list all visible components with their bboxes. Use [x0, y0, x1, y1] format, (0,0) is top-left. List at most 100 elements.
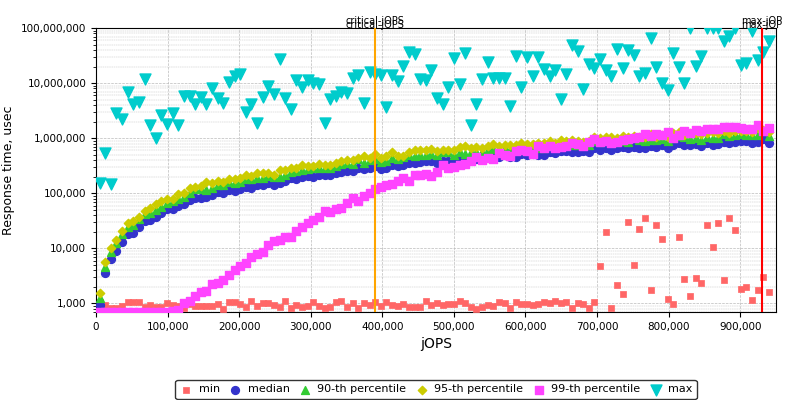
- median: [464, 156, 477, 162]
- 95-th percentile: [482, 143, 494, 150]
- 95-th percentile: [397, 152, 410, 159]
- median: [391, 163, 404, 170]
- 90-th percentile: [358, 160, 370, 166]
- max: [138, 76, 151, 82]
- max: [734, 62, 747, 68]
- 90-th percentile: [650, 136, 662, 143]
- 99-th percentile: [532, 143, 545, 149]
- 95-th percentile: [510, 142, 522, 148]
- 99-th percentile: [284, 233, 297, 240]
- 95-th percentile: [250, 170, 263, 176]
- 99-th percentile: [734, 125, 747, 132]
- median: [290, 175, 303, 182]
- max: [273, 56, 286, 62]
- median: [346, 168, 359, 174]
- 90-th percentile: [302, 166, 314, 172]
- 99-th percentile: [262, 242, 274, 249]
- min: [655, 236, 668, 242]
- 95-th percentile: [684, 130, 697, 136]
- min: [318, 305, 331, 311]
- min: [144, 302, 157, 308]
- min: [622, 218, 634, 225]
- max: [161, 120, 174, 127]
- max: [99, 150, 112, 156]
- max: [487, 75, 500, 81]
- 95-th percentile: [408, 147, 421, 153]
- max: [234, 71, 246, 77]
- 99-th percentile: [706, 126, 719, 133]
- 99-th percentile: [273, 237, 286, 244]
- median: [262, 180, 274, 186]
- min: [690, 274, 702, 281]
- 95-th percentile: [695, 131, 708, 138]
- 95-th percentile: [133, 214, 146, 221]
- 95-th percentile: [436, 147, 449, 153]
- max: [566, 42, 578, 48]
- 99-th percentile: [200, 288, 213, 294]
- 95-th percentile: [172, 191, 185, 198]
- 99-th percentile: [622, 136, 634, 142]
- 95-th percentile: [228, 176, 241, 182]
- 90-th percentile: [178, 194, 190, 200]
- min: [554, 300, 567, 306]
- max: [155, 112, 168, 118]
- 99-th percentile: [335, 205, 348, 211]
- max: [498, 75, 511, 82]
- min: [341, 303, 354, 310]
- max: [194, 94, 207, 100]
- max: [419, 77, 432, 84]
- min: [391, 303, 404, 309]
- median: [571, 149, 584, 155]
- min: [510, 298, 522, 305]
- max: [93, 180, 106, 186]
- min: [150, 304, 162, 310]
- 90-th percentile: [678, 134, 691, 140]
- 99-th percentile: [638, 131, 651, 137]
- 99-th percentile: [330, 206, 342, 212]
- 99-th percentile: [313, 214, 326, 220]
- min: [746, 297, 758, 303]
- min: [99, 301, 112, 308]
- max: [335, 89, 348, 95]
- min: [588, 299, 601, 306]
- 90-th percentile: [234, 179, 246, 186]
- min: [110, 305, 123, 312]
- 95-th percentile: [543, 138, 556, 144]
- 99-th percentile: [352, 198, 365, 204]
- 90-th percentile: [504, 146, 517, 153]
- 99-th percentile: [436, 162, 449, 168]
- 99-th percentile: [594, 138, 606, 145]
- 90-th percentile: [346, 161, 359, 168]
- 90-th percentile: [605, 139, 618, 146]
- min: [633, 226, 646, 232]
- max: [746, 28, 758, 34]
- median: [712, 140, 725, 147]
- 90-th percentile: [138, 210, 151, 217]
- 99-th percentile: [267, 238, 280, 244]
- min: [262, 300, 274, 306]
- 95-th percentile: [346, 157, 359, 163]
- 99-th percentile: [746, 125, 758, 132]
- 90-th percentile: [442, 149, 454, 155]
- max: [757, 48, 770, 55]
- max: [183, 93, 196, 99]
- 90-th percentile: [374, 159, 387, 166]
- 99-th percentile: [93, 309, 106, 315]
- 99-th percentile: [605, 140, 618, 146]
- 95-th percentile: [521, 141, 534, 147]
- min: [211, 301, 224, 308]
- max: [627, 52, 640, 58]
- median: [447, 158, 460, 165]
- median: [458, 155, 471, 162]
- median: [605, 147, 618, 154]
- 90-th percentile: [690, 134, 702, 141]
- 95-th percentile: [554, 136, 567, 143]
- 90-th percentile: [560, 140, 573, 146]
- min: [239, 303, 252, 310]
- 95-th percentile: [105, 244, 118, 251]
- 99-th percentile: [302, 220, 314, 226]
- max: [729, 25, 742, 31]
- 95-th percentile: [296, 162, 309, 168]
- min: [284, 305, 297, 312]
- 99-th percentile: [582, 139, 595, 146]
